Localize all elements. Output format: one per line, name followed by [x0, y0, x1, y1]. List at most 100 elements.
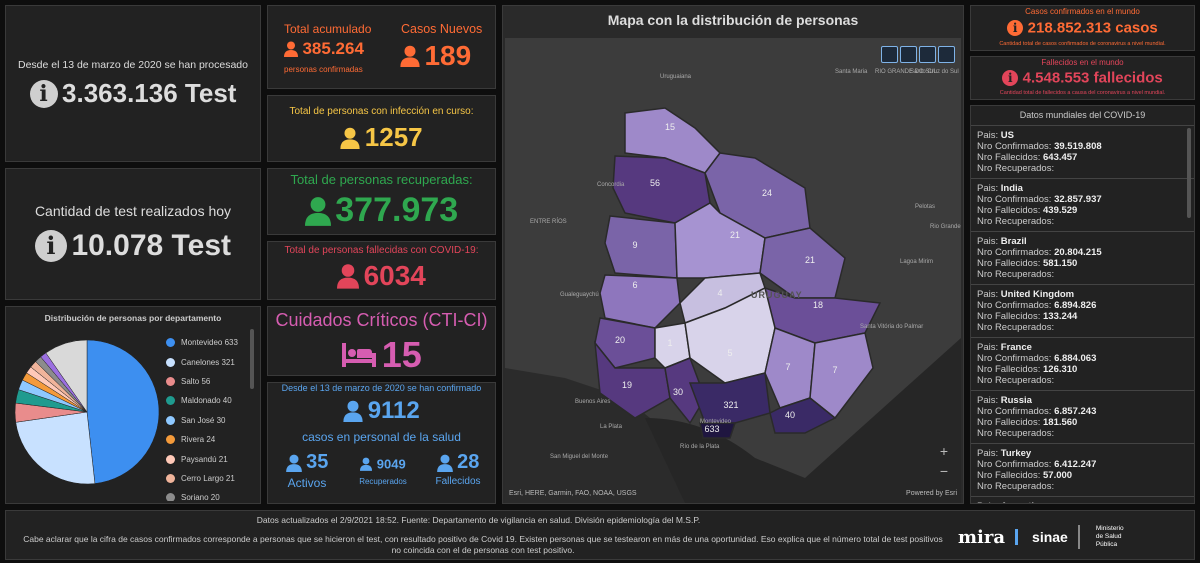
legend-item: Salto 56	[166, 372, 252, 391]
person-icon	[343, 400, 363, 422]
department-count-label: 321	[723, 400, 738, 410]
place-label: Lagoa Mirim	[900, 259, 933, 265]
world-list-scrollbar[interactable]	[1187, 128, 1191, 218]
deaths-panel: Total de personas fallecidas con COVID-1…	[267, 241, 496, 300]
department-count-label: 15	[665, 122, 675, 132]
department-count-label: 56	[650, 178, 660, 188]
world-confirmed-label: Casos confirmados en el mundo	[1025, 7, 1140, 16]
layers-icon[interactable]	[919, 46, 936, 63]
country-item[interactable]: Pais: Russia Nro Confirmados: 6.857.243 Nr…	[971, 391, 1194, 444]
legend-label: Maldonado 40	[181, 396, 232, 406]
department-count-label: 21	[805, 255, 815, 265]
legend-label: Salto 56	[181, 376, 211, 386]
active-panel: Total de personas con infección en curso…	[267, 95, 496, 162]
basemap-icon[interactable]	[938, 46, 955, 63]
legend-label: San José 30	[181, 415, 226, 425]
country-item[interactable]: Pais: India Nro Confirmados: 32.857.937 Nr…	[971, 179, 1194, 232]
world-confirmed-sub: Cantidad total de casos confirmados de c…	[999, 41, 1166, 47]
department-count-label: 40	[785, 410, 795, 420]
info-icon: i	[1002, 69, 1019, 86]
place-label: ENTRE RÍOS	[530, 218, 567, 225]
place-label: RIO GRANDE DO SUL	[875, 69, 938, 75]
department-count-label: 5	[727, 348, 732, 358]
map-attribution: Esri, HERE, Garmin, FAO, NOAA, USGS	[509, 490, 637, 497]
dept-rocha[interactable]	[809, 332, 874, 420]
country-item[interactable]: Pais: ArgentinaNro Confirmados: 5.190.94…	[971, 497, 1194, 503]
department-count-label: 30	[673, 387, 683, 397]
active-value: 1257	[364, 122, 423, 152]
sinae-logo: sinae	[1015, 529, 1068, 545]
recovered-label: Total de personas recuperadas:	[290, 172, 473, 187]
health-recovered-label: Recuperados	[359, 477, 407, 486]
country-item[interactable]: Pais: Turkey Nro Confirmados: 6.412.247 Nr…	[971, 444, 1194, 497]
legend-label: Cerro Largo 21	[181, 473, 235, 483]
legend-scrollbar[interactable]	[250, 329, 254, 389]
country-item[interactable]: Pais: United Kingdom Nro Confirmados: 6.8…	[971, 285, 1194, 338]
country-item[interactable]: Pais: France Nro Confirmados: 6.884.063 Nr…	[971, 338, 1194, 391]
world-list[interactable]: Pais: US Nro Confirmados: 39.519.808 Nro F…	[971, 126, 1194, 503]
total-value: 385.264	[302, 39, 364, 58]
health-active-value: 35	[306, 451, 329, 473]
country-item[interactable]: Pais: US Nro Confirmados: 39.519.808 Nro F…	[971, 126, 1194, 179]
person-icon	[360, 457, 373, 471]
tests-total-panel: Desde el 13 de marzo de 2020 se han proc…	[5, 5, 261, 162]
place-label: Pelotas	[915, 204, 935, 210]
legend-swatch	[166, 396, 175, 406]
info-icon: i	[1007, 19, 1024, 36]
cti-label: Cuidados Críticos (CTI-CI)	[275, 310, 488, 330]
department-count-label: 24	[762, 188, 772, 198]
info-icon: i	[29, 79, 58, 108]
footer-panel: Datos actualizados el 2/9/2021 18:52. Fu…	[5, 510, 1195, 560]
pie-title: Distribución de personas por departament…	[44, 313, 222, 323]
person-icon	[340, 127, 360, 149]
pie-slice-canelones[interactable]	[15, 411, 96, 485]
department-count-label: 7	[832, 365, 837, 375]
health-deaths-value: 28	[457, 451, 480, 473]
msp-logo: Ministerio de Salud Pública	[1077, 525, 1126, 549]
person-icon	[436, 454, 453, 472]
deaths-label: Total de personas fallecidas con COVID-1…	[284, 245, 479, 256]
map-title: Mapa con la distribución de personas	[607, 12, 859, 28]
person-icon	[285, 454, 302, 472]
legend-item: San José 30	[166, 411, 252, 430]
place-label: Uruguaiana	[660, 74, 692, 80]
health-intro: Desde el 13 de marzo de 2020 se han conf…	[281, 383, 482, 393]
dept-soriano[interactable]	[594, 317, 656, 369]
zoom-in-button[interactable]: +	[939, 443, 949, 459]
country-item[interactable]: Pais: Brazil Nro Confirmados: 20.804.215 N…	[971, 232, 1194, 285]
health-value: 9112	[367, 397, 420, 424]
world-list-panel: Datos mundiales del COVID-19 Pais: US Nro…	[970, 105, 1195, 504]
legend-swatch	[166, 435, 175, 445]
dept-maldonado[interactable]	[769, 397, 837, 434]
dept-san-jose[interactable]	[664, 357, 706, 425]
place-label: Concordia	[597, 182, 625, 188]
legend-swatch	[166, 376, 175, 386]
world-deaths-panel: Fallecidos en el mundo i 4.548.553 falle…	[970, 56, 1195, 100]
pie-slice-montevideo[interactable]	[86, 339, 160, 484]
info-icon: i	[34, 230, 67, 262]
department-count-label: 4	[717, 288, 722, 298]
department-count-label: 1	[667, 338, 672, 348]
footer-updated: Datos actualizados el 2/9/2021 18:52. Fu…	[256, 515, 701, 525]
pie-slice-others[interactable]	[45, 339, 88, 413]
zoom-out-button[interactable]: −	[939, 463, 949, 479]
place-label: Santa Maria	[835, 69, 868, 75]
world-confirmed-panel: Casos confirmados en el mundo i 218.852.…	[970, 5, 1195, 51]
cases-panel: Total acumulado 385.264 personas confirm…	[267, 5, 496, 89]
place-label: Gualeguaychú	[560, 292, 599, 298]
tests-total-caption: Desde el 13 de marzo de 2020 se han proc…	[18, 59, 248, 71]
home-icon[interactable]	[881, 46, 898, 63]
dept-montevideo[interactable]	[699, 422, 737, 439]
legend-item: Montevideo 633	[166, 333, 252, 352]
person-icon	[304, 196, 331, 226]
tests-total-value: 3.363.136 Test	[62, 78, 237, 108]
new-label: Casos Nuevos	[401, 22, 483, 36]
department-count-label: 21	[730, 230, 740, 240]
map-view[interactable]: 15 56 24 9 21 21 6 4 18 20 1 5 7 7 19 30 321 633 40 Urugua…	[505, 38, 961, 503]
department-count-label: 18	[813, 300, 823, 310]
department-pie-chart	[14, 339, 160, 485]
dept-paysandu[interactable]	[604, 215, 678, 279]
legend-item: Cerro Largo 21	[166, 469, 252, 488]
list-icon[interactable]	[900, 46, 917, 63]
